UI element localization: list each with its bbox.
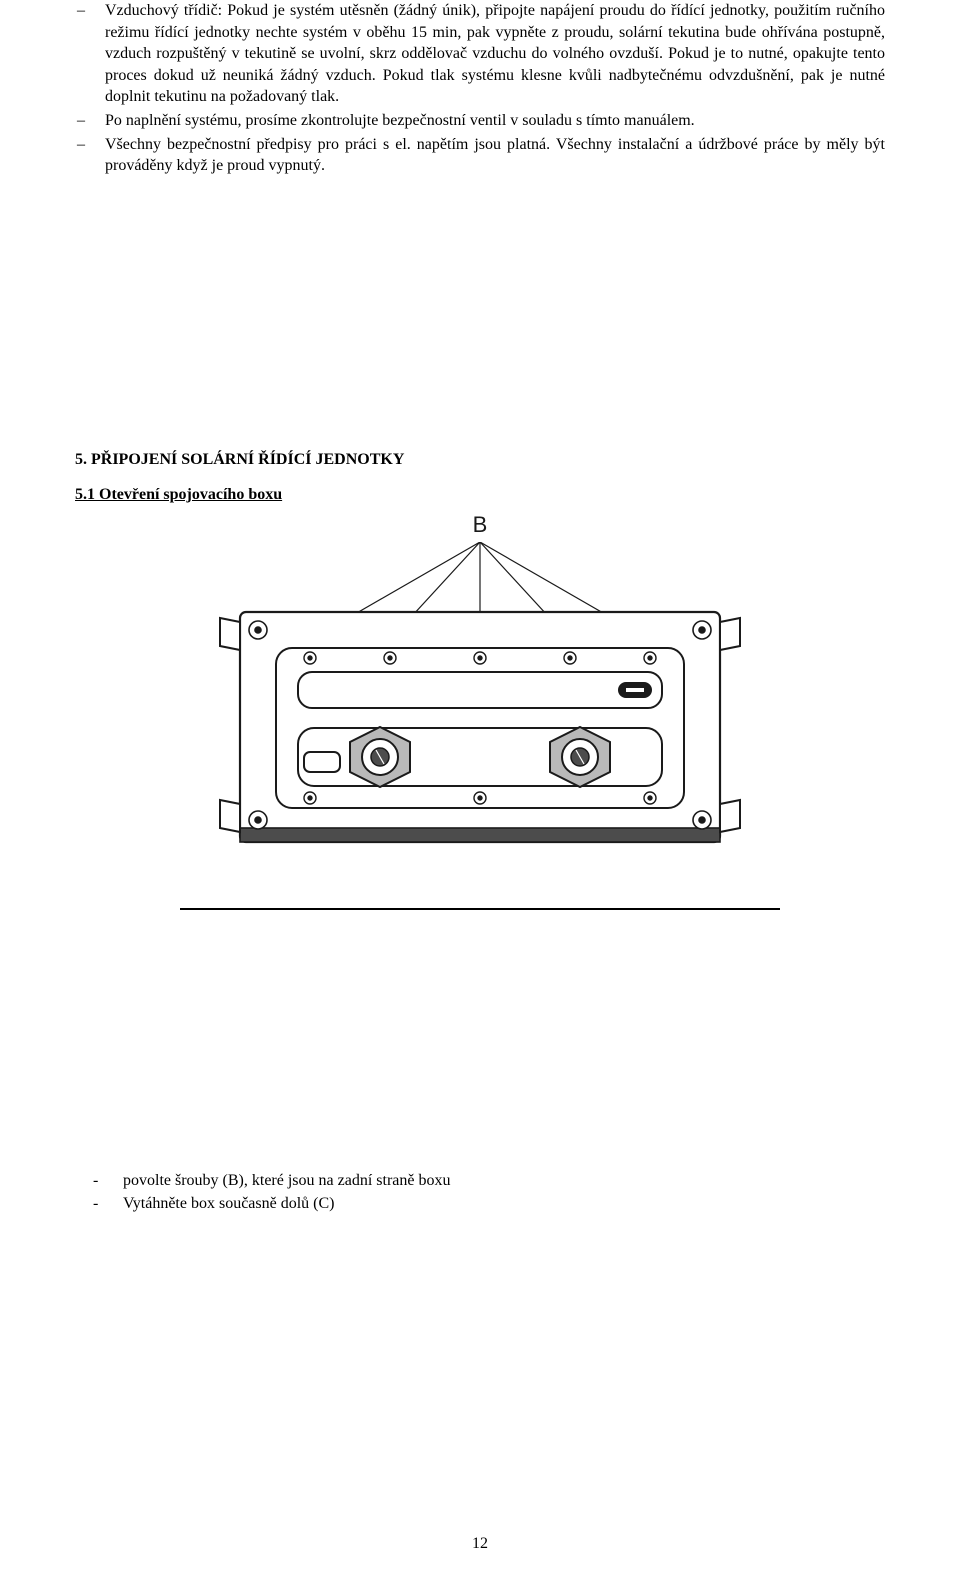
diagram-divider xyxy=(180,908,780,910)
bullet-item: Vzduchový třídič: Pokud je systém utěsně… xyxy=(105,0,885,108)
diagram-top-label: B xyxy=(180,510,780,540)
dash-item: Vytáhněte box současně dolů (C) xyxy=(123,1193,885,1215)
junction-box-diagram xyxy=(180,542,780,902)
page-number: 12 xyxy=(0,1533,960,1555)
bullet-list: Vzduchový třídič: Pokud je systém utěsně… xyxy=(75,0,885,177)
section-heading: 5. PŘIPOJENÍ SOLÁRNÍ ŘÍDÍCÍ JEDNOTKY xyxy=(75,449,885,471)
spacer xyxy=(75,179,885,449)
bullet-item: Po naplnění systému, prosíme zkontrolujt… xyxy=(105,110,885,132)
subsection-heading: 5.1 Otevření spojovacího boxu xyxy=(75,484,885,506)
spacer xyxy=(75,910,885,1170)
dash-list: povolte šrouby (B), které jsou na zadní … xyxy=(75,1170,885,1215)
bullet-item: Všechny bezpečnostní předpisy pro práci … xyxy=(105,134,885,177)
diagram-container: B xyxy=(180,510,780,910)
dash-item: povolte šrouby (B), které jsou na zadní … xyxy=(123,1170,885,1192)
